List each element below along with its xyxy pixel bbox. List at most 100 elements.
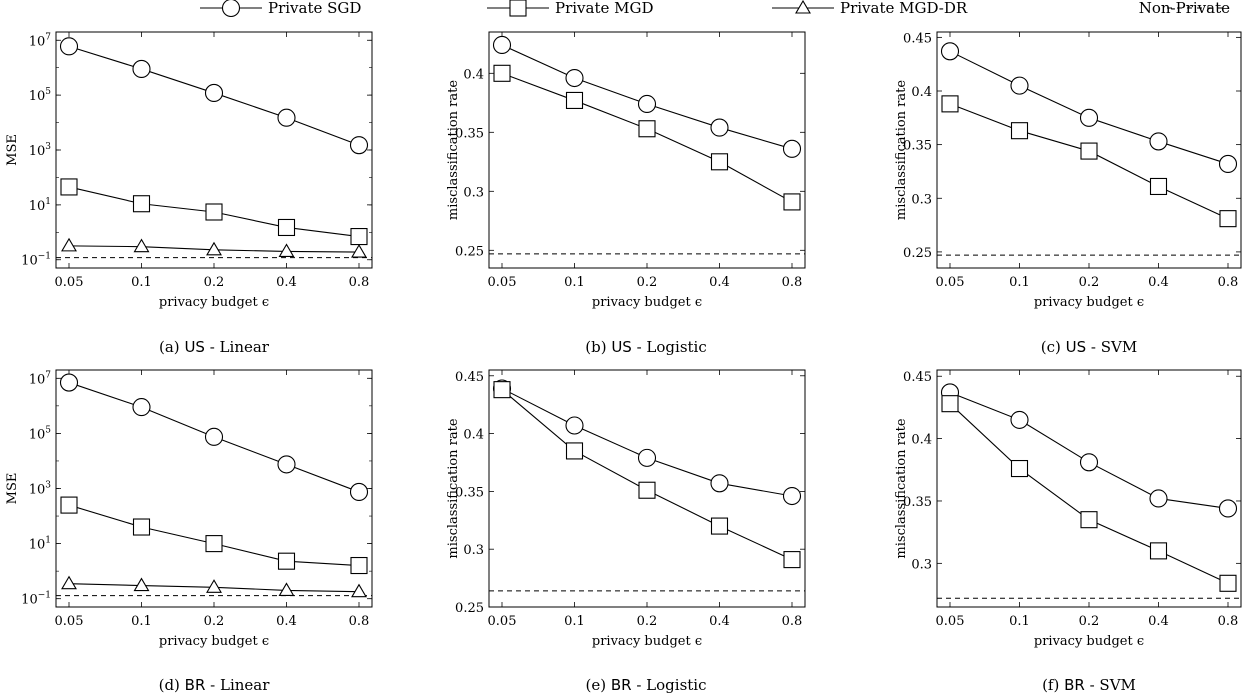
series xyxy=(61,237,367,258)
data-point xyxy=(59,373,79,392)
y-tick-label: 0.3 xyxy=(463,543,484,558)
x-tick-label: 0.05 xyxy=(488,275,517,290)
data-point xyxy=(1010,122,1029,140)
x-tick-label: 0.05 xyxy=(936,614,965,629)
series xyxy=(493,64,801,211)
y-tick-label: 101 xyxy=(29,197,51,214)
legend-label: Private MGD xyxy=(555,0,654,17)
data-point xyxy=(351,583,367,598)
series xyxy=(59,373,369,501)
y-tick-label: 0.25 xyxy=(455,244,484,259)
data-point xyxy=(493,64,511,82)
panel-caption: (a) US - Linear xyxy=(159,338,270,356)
data-point xyxy=(349,136,369,155)
data-point xyxy=(565,91,584,109)
chart-panel: 0.05 0.1 0.2 0.4 0.8 0.3 0.35 0.4 0.45 privacy bu… xyxy=(894,369,1242,694)
x-tick-label: 0.2 xyxy=(204,614,225,629)
x-tick-label: 0.4 xyxy=(709,614,730,629)
series-line xyxy=(501,389,793,561)
data-point xyxy=(1218,154,1238,173)
chart-panel: 0.05 0.1 0.2 0.4 0.8 0.25 0.3 0.35 0.4 privacy bu… xyxy=(446,31,806,356)
panel-caption: (d) BR - Linear xyxy=(159,676,271,694)
series xyxy=(940,383,1238,518)
series-line xyxy=(949,403,1229,584)
y-axis-title: MSE xyxy=(5,134,20,166)
data-point xyxy=(1080,142,1098,160)
x-tick-label: 0.1 xyxy=(564,275,585,290)
data-point xyxy=(1080,511,1098,529)
y-axis-title: MSE xyxy=(5,473,20,505)
data-point xyxy=(132,518,151,536)
data-point xyxy=(1149,177,1168,196)
data-point xyxy=(204,83,224,103)
data-point xyxy=(1079,108,1099,127)
y-tick-label: 0.4 xyxy=(911,85,932,100)
y-tick-label: 0.3 xyxy=(463,185,484,200)
data-point xyxy=(710,153,729,171)
y-tick-label: 0.4 xyxy=(463,428,484,443)
x-tick-label: 0.05 xyxy=(55,614,84,629)
data-point xyxy=(278,243,295,258)
x-tick-label: 0.8 xyxy=(1218,614,1239,629)
panel-caption: (f) BR - SVM xyxy=(1042,676,1136,694)
x-tick-label: 0.2 xyxy=(204,275,225,290)
data-point xyxy=(351,244,367,258)
x-tick-label: 0.1 xyxy=(1009,275,1030,290)
series xyxy=(61,575,367,598)
data-point xyxy=(350,228,368,246)
y-tick-label: 105 xyxy=(29,87,52,104)
data-point xyxy=(782,486,802,506)
legend-marker xyxy=(221,0,241,18)
x-tick-label: 0.2 xyxy=(637,614,658,629)
panel-caption: (c) US - SVM xyxy=(1041,338,1137,356)
y-tick-label: 105 xyxy=(29,425,52,442)
series xyxy=(60,178,368,246)
y-axis-title: misclassification rate xyxy=(894,80,909,220)
panel-caption: (b) US - Logistic xyxy=(585,338,707,356)
data-point xyxy=(59,37,79,56)
data-point xyxy=(1010,459,1029,478)
x-tick-label: 0.2 xyxy=(1079,275,1100,290)
data-point xyxy=(133,238,150,253)
data-point xyxy=(710,517,729,535)
plot-frame xyxy=(488,31,806,269)
series-line xyxy=(501,72,793,203)
data-point xyxy=(60,178,78,196)
series xyxy=(493,381,801,569)
data-point xyxy=(60,496,78,514)
x-tick-label: 0.8 xyxy=(349,614,370,629)
data-point xyxy=(277,455,296,474)
x-tick-label: 0.1 xyxy=(564,614,585,629)
y-tick-label: 0.25 xyxy=(903,246,932,261)
x-axis-title: privacy budget ϵ xyxy=(159,634,269,649)
y-tick-label: 107 xyxy=(29,32,52,49)
data-point xyxy=(1219,574,1237,592)
data-point xyxy=(61,237,77,252)
data-point xyxy=(565,68,584,88)
plot-frame xyxy=(55,369,373,608)
series xyxy=(940,42,1238,173)
series-line xyxy=(501,388,793,497)
data-point xyxy=(1149,542,1168,560)
y-tick-label: 107 xyxy=(29,370,52,387)
data-point xyxy=(206,241,222,256)
data-point xyxy=(204,427,224,446)
y-tick-label: 0.45 xyxy=(903,370,932,385)
series xyxy=(941,95,1237,228)
data-point xyxy=(1010,410,1029,429)
y-tick-label: 0.45 xyxy=(455,370,484,385)
y-tick-label: 0.4 xyxy=(463,67,484,82)
x-axis-title: privacy budget ϵ xyxy=(1034,634,1144,649)
y-tick-label: 10−1 xyxy=(21,252,51,269)
x-tick-label: 0.2 xyxy=(637,275,658,290)
x-tick-label: 0.4 xyxy=(709,275,730,290)
y-tick-label: 0.35 xyxy=(903,139,932,154)
data-point xyxy=(1149,489,1168,508)
data-point xyxy=(710,474,729,493)
y-tick-label: 103 xyxy=(29,481,52,498)
y-tick-label: 0.25 xyxy=(455,601,484,616)
data-point xyxy=(277,218,296,237)
data-point xyxy=(133,577,150,592)
chart-panel: 0.05 0.1 0.2 0.4 0.8 10−1 101 103 105 107 privacy … xyxy=(5,369,373,694)
